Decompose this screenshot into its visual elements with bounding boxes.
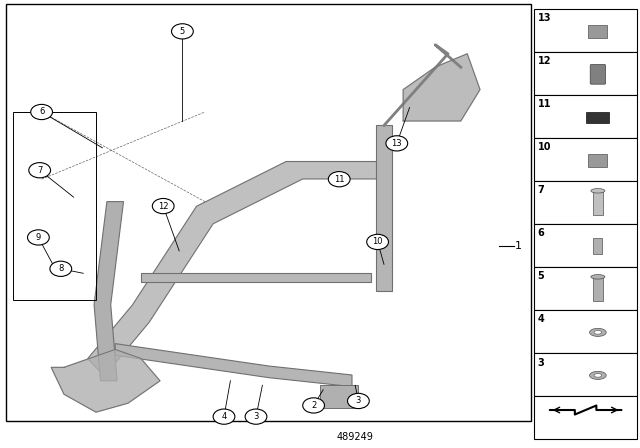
FancyBboxPatch shape	[534, 138, 637, 181]
Ellipse shape	[591, 275, 605, 279]
Circle shape	[152, 198, 174, 214]
FancyBboxPatch shape	[6, 4, 531, 421]
FancyBboxPatch shape	[534, 181, 637, 224]
FancyBboxPatch shape	[590, 65, 605, 84]
Circle shape	[50, 261, 72, 276]
Polygon shape	[88, 161, 392, 376]
Text: 4: 4	[538, 314, 545, 324]
FancyBboxPatch shape	[534, 52, 637, 95]
FancyBboxPatch shape	[593, 278, 603, 301]
FancyBboxPatch shape	[593, 238, 602, 254]
Text: 3: 3	[253, 412, 259, 421]
Circle shape	[386, 136, 408, 151]
Text: 3: 3	[356, 396, 361, 405]
Circle shape	[31, 104, 52, 120]
Text: 5: 5	[180, 27, 185, 36]
Polygon shape	[403, 54, 480, 121]
FancyBboxPatch shape	[588, 154, 607, 167]
Text: 2: 2	[311, 401, 316, 410]
Text: 5: 5	[538, 271, 545, 281]
Text: 12: 12	[158, 202, 168, 211]
FancyBboxPatch shape	[534, 396, 637, 439]
Text: 7: 7	[37, 166, 42, 175]
Circle shape	[303, 398, 324, 413]
Circle shape	[29, 163, 51, 178]
Polygon shape	[115, 344, 352, 387]
Text: 1: 1	[515, 241, 522, 251]
Polygon shape	[94, 202, 124, 381]
Circle shape	[213, 409, 235, 424]
Circle shape	[348, 393, 369, 409]
Polygon shape	[141, 273, 371, 282]
Polygon shape	[51, 349, 160, 412]
FancyBboxPatch shape	[593, 192, 603, 215]
Circle shape	[367, 234, 388, 250]
FancyBboxPatch shape	[586, 112, 609, 123]
Circle shape	[328, 172, 350, 187]
Text: 6: 6	[39, 108, 44, 116]
Text: 13: 13	[538, 13, 551, 23]
FancyBboxPatch shape	[534, 9, 637, 52]
Text: 3: 3	[538, 358, 545, 367]
Text: 4: 4	[221, 412, 227, 421]
Circle shape	[172, 24, 193, 39]
Text: 489249: 489249	[337, 432, 374, 442]
Text: 6: 6	[538, 228, 545, 238]
Text: 13: 13	[392, 139, 402, 148]
Text: 10: 10	[372, 237, 383, 246]
Circle shape	[28, 230, 49, 245]
Text: 10: 10	[538, 142, 551, 152]
FancyBboxPatch shape	[320, 385, 358, 408]
Text: 11: 11	[334, 175, 344, 184]
Ellipse shape	[589, 328, 606, 336]
FancyBboxPatch shape	[534, 224, 637, 267]
Text: 11: 11	[538, 99, 551, 109]
FancyBboxPatch shape	[534, 310, 637, 353]
FancyBboxPatch shape	[534, 95, 637, 138]
Ellipse shape	[594, 331, 602, 334]
Ellipse shape	[594, 374, 602, 377]
Text: 8: 8	[58, 264, 63, 273]
Ellipse shape	[589, 371, 606, 379]
Polygon shape	[376, 125, 392, 291]
Text: 12: 12	[538, 56, 551, 66]
Text: 7: 7	[538, 185, 545, 195]
FancyBboxPatch shape	[534, 353, 637, 396]
FancyBboxPatch shape	[534, 267, 637, 310]
Circle shape	[245, 409, 267, 424]
Ellipse shape	[591, 189, 605, 193]
FancyBboxPatch shape	[588, 25, 607, 38]
Text: 9: 9	[36, 233, 41, 242]
